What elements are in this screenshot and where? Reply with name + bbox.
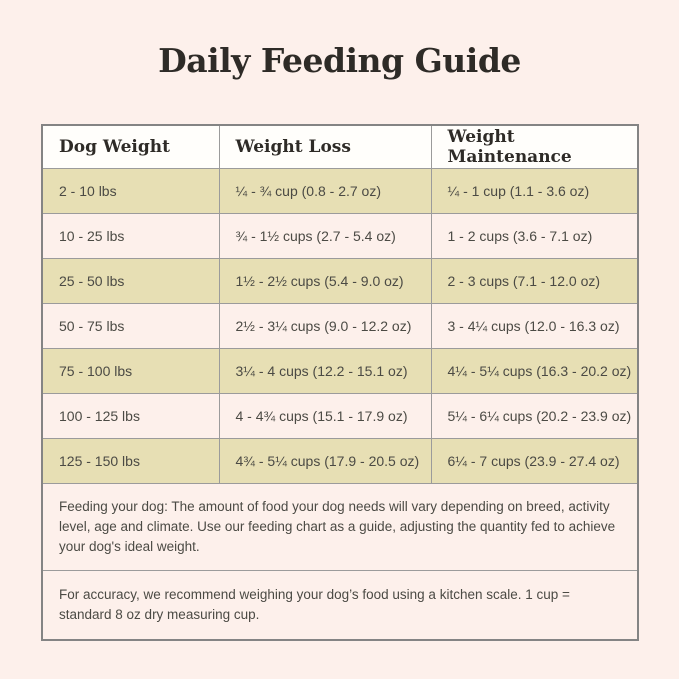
dog-weight-value: 25 - 50 lbs — [41, 257, 220, 304]
header-dog-weight: Dog Weight — [41, 124, 220, 169]
weight-loss-value: ¼ - ¾ cup (0.8 - 2.7 oz) — [218, 167, 432, 214]
weight-maintenance-value: ¼ - 1 cup (1.1 - 3.6 oz) — [430, 167, 639, 214]
dog-weight-value: 125 - 150 lbs — [41, 437, 220, 484]
weight-maintenance-value: 6¼ - 7 cups (23.9 - 27.4 oz) — [430, 437, 639, 484]
header-weight-maintenance: Weight Maintenance — [430, 124, 639, 169]
note-row: For accuracy, we recommend weighing your… — [41, 570, 639, 641]
weight-loss-value: 4 - 4¾ cups (15.1 - 17.9 oz) — [218, 392, 432, 439]
dog-weight-value: 100 - 125 lbs — [41, 392, 220, 439]
weight-maintenance-value: 4¼ - 5¼ cups (16.3 - 20.2 oz) — [430, 347, 639, 394]
accuracy-note: For accuracy, we recommend weighing your… — [41, 570, 639, 641]
page-title: Daily Feeding Guide — [158, 41, 521, 80]
weight-loss-value: 4¾ - 5¼ cups (17.9 - 20.5 oz) — [218, 437, 432, 484]
table-row: 50 - 75 lbs 2½ - 3¼ cups (9.0 - 12.2 oz)… — [41, 302, 639, 349]
weight-loss-value: 3¼ - 4 cups (12.2 - 15.1 oz) — [218, 347, 432, 394]
dog-weight-value: 50 - 75 lbs — [41, 302, 220, 349]
weight-loss-value: 2½ - 3¼ cups (9.0 - 12.2 oz) — [218, 302, 432, 349]
weight-maintenance-value: 3 - 4¼ cups (12.0 - 16.3 oz) — [430, 302, 639, 349]
weight-maintenance-value: 1 - 2 cups (3.6 - 7.1 oz) — [430, 212, 639, 259]
dog-weight-value: 75 - 100 lbs — [41, 347, 220, 394]
note-row: Feeding your dog: The amount of food you… — [41, 482, 639, 572]
weight-maintenance-value: 5¼ - 6¼ cups (20.2 - 23.9 oz) — [430, 392, 639, 439]
table-row: 2 - 10 lbs ¼ - ¾ cup (0.8 - 2.7 oz) ¼ - … — [41, 167, 639, 214]
header-weight-loss: Weight Loss — [218, 124, 432, 169]
weight-loss-value: 1½ - 2½ cups (5.4 - 9.0 oz) — [218, 257, 432, 304]
weight-maintenance-value: 2 - 3 cups (7.1 - 12.0 oz) — [430, 257, 639, 304]
table-row: 25 - 50 lbs 1½ - 2½ cups (5.4 - 9.0 oz) … — [41, 257, 639, 304]
table-row: 10 - 25 lbs ¾ - 1½ cups (2.7 - 5.4 oz) 1… — [41, 212, 639, 259]
table-row: 125 - 150 lbs 4¾ - 5¼ cups (17.9 - 20.5 … — [41, 437, 639, 484]
table-header-row: Dog Weight Weight Loss Weight Maintenanc… — [41, 124, 639, 169]
feeding-note: Feeding your dog: The amount of food you… — [41, 482, 639, 572]
dog-weight-value: 10 - 25 lbs — [41, 212, 220, 259]
table-row: 100 - 125 lbs 4 - 4¾ cups (15.1 - 17.9 o… — [41, 392, 639, 439]
table-row: 75 - 100 lbs 3¼ - 4 cups (12.2 - 15.1 oz… — [41, 347, 639, 394]
feeding-guide-table: Dog Weight Weight Loss Weight Maintenanc… — [41, 124, 639, 641]
dog-weight-value: 2 - 10 lbs — [41, 167, 220, 214]
weight-loss-value: ¾ - 1½ cups (2.7 - 5.4 oz) — [218, 212, 432, 259]
